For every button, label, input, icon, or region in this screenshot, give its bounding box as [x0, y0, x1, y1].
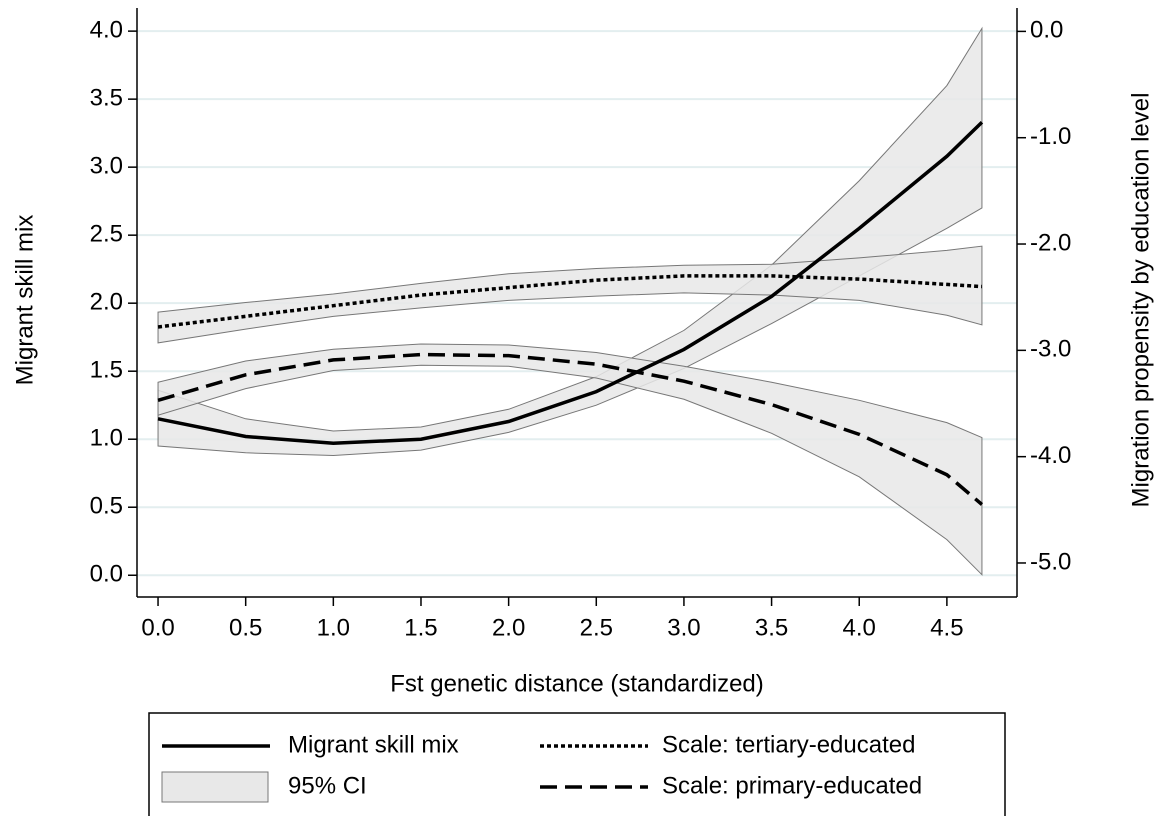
y2-tick-label: -1.0: [1030, 123, 1071, 150]
line-series: [157, 121, 984, 446]
y-axis-label: Migrant skill mix: [11, 215, 38, 386]
x-tick-label: 4.0: [843, 614, 876, 641]
legend-label: Scale: tertiary-educated: [662, 731, 915, 758]
x-tick-label: 1.5: [404, 614, 437, 641]
legend-label: Scale: primary-educated: [662, 772, 922, 799]
y2-tick-label: -5.0: [1030, 548, 1071, 575]
legend-label: Migrant skill mix: [288, 731, 459, 758]
y2-tick-label: -4.0: [1030, 442, 1071, 469]
y-tick-label: 2.0: [90, 289, 123, 316]
y-tick-label: 0.0: [90, 561, 123, 588]
x-tick-label: 4.5: [930, 614, 963, 641]
x-tick-label: 2.5: [580, 614, 613, 641]
ci-band: [157, 245, 983, 344]
ci-band: [157, 26, 983, 457]
y2-tick-label: -3.0: [1030, 336, 1071, 363]
y2-tick-label: 0.0: [1030, 17, 1063, 44]
x-tick-label: 1.0: [317, 614, 350, 641]
y-tick-label: 3.5: [90, 84, 123, 111]
x-tick-label: 3.0: [667, 614, 700, 641]
x-axis-label: Fst genetic distance (standardized): [390, 670, 764, 697]
y-tick-label: 2.5: [90, 221, 123, 248]
x-tick-label: 0.5: [229, 614, 262, 641]
legend-label: 95% CI: [288, 772, 367, 799]
y2-axis-label: Migration propensity by education level: [1127, 93, 1154, 508]
legend-swatch: [161, 771, 269, 803]
legend-box: [148, 712, 1006, 816]
y-tick-label: 1.0: [90, 425, 123, 452]
y-tick-label: 1.5: [90, 357, 123, 384]
ci-band: [157, 343, 983, 576]
x-tick-label: 2.0: [492, 614, 525, 641]
y-tick-label: 0.5: [90, 493, 123, 520]
y-tick-label: 3.0: [90, 152, 123, 179]
y2-tick-label: -2.0: [1030, 229, 1071, 256]
line-series: [157, 352, 984, 506]
x-tick-label: 3.5: [755, 614, 788, 641]
x-tick-label: 0.0: [141, 614, 174, 641]
y-tick-label: 4.0: [90, 16, 123, 43]
line-series: [157, 274, 983, 329]
